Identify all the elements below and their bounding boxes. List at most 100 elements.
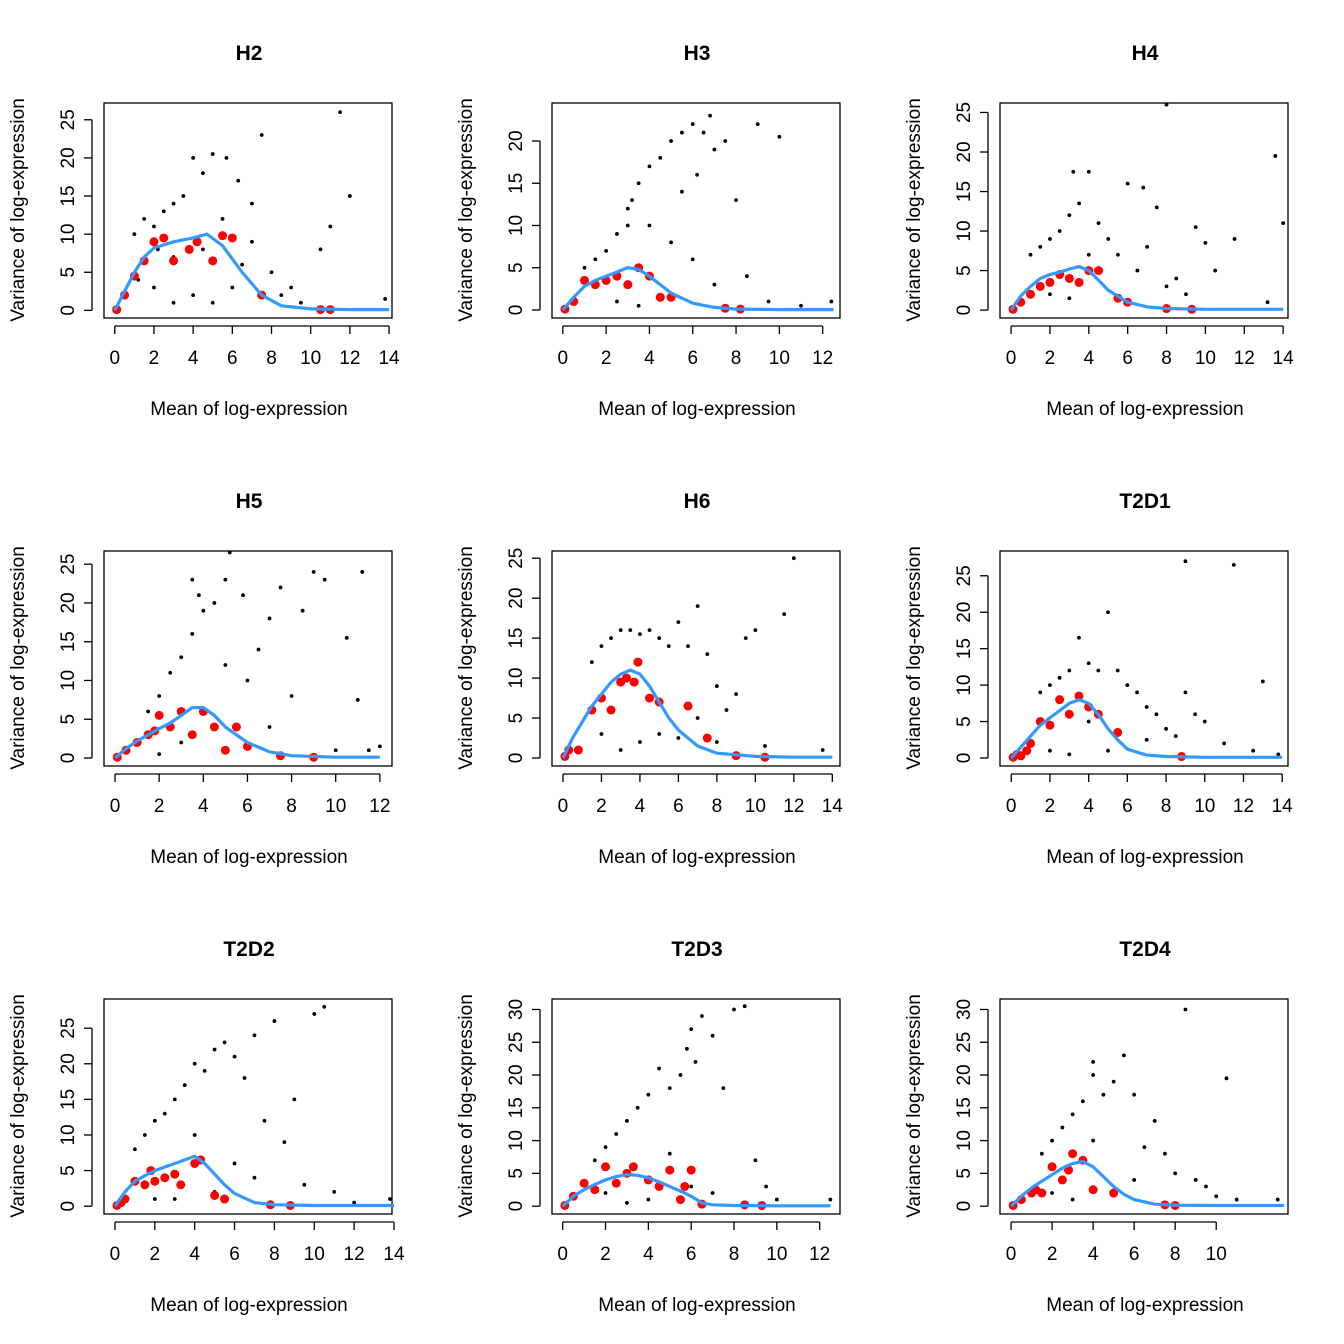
gene-point (1234, 1197, 1239, 1202)
y-tick-label: 20 (954, 141, 975, 162)
gene-point (625, 1119, 629, 1123)
y-tick-label: 0 (58, 753, 79, 764)
gene-point (636, 303, 641, 308)
y-tick-label: 25 (506, 1032, 527, 1053)
gene-point (714, 740, 719, 744)
gene-point (1038, 690, 1043, 695)
spike-in-point (1016, 751, 1026, 761)
spike-in-point (680, 1181, 690, 1191)
gene-point (1057, 229, 1062, 233)
x-tick-label: 0 (558, 796, 569, 817)
gene-point (763, 744, 767, 748)
gene-point (1145, 244, 1150, 249)
spike-in-point (1109, 1188, 1119, 1198)
gene-point (256, 647, 261, 652)
x-tick-label: 8 (729, 1244, 740, 1265)
x-tick-label: 2 (600, 1244, 611, 1265)
y-tick-label: 0 (506, 305, 527, 316)
y-tick-label: 10 (506, 668, 527, 689)
gene-point (712, 147, 717, 152)
gene-point (1142, 1145, 1147, 1150)
gene-point (1091, 1060, 1096, 1064)
spike-in-point (606, 705, 616, 715)
gene-point (322, 577, 327, 582)
gene-point (734, 198, 738, 203)
gene-point (157, 752, 162, 757)
gene-point (1048, 683, 1052, 688)
x-tick-label: 8 (1161, 796, 1172, 817)
gene-point (615, 299, 619, 304)
gene-point (1048, 292, 1052, 297)
gene-point (710, 1191, 715, 1195)
gene-point (132, 232, 137, 237)
gene-point (647, 164, 652, 169)
gene-point (635, 1105, 640, 1110)
gene-point (712, 282, 717, 287)
x-tick-label: 8 (712, 796, 723, 817)
gene-point (676, 736, 681, 740)
gene-point (592, 1158, 597, 1163)
gene-point (1121, 1053, 1126, 1058)
gene-point (1050, 1191, 1055, 1195)
trend-line (113, 705, 380, 760)
panel: T2D1 Mean of log-expression Variance of lo… (904, 490, 1293, 868)
y-tick-label: 10 (58, 670, 79, 691)
spike-in-point (573, 745, 583, 755)
gene-point (152, 285, 156, 290)
gene-point (232, 1161, 237, 1166)
gene-point (701, 130, 706, 135)
gene-point (1281, 221, 1286, 226)
gene-point (227, 550, 232, 555)
gene-point (269, 270, 274, 275)
gene-point (1260, 679, 1265, 684)
x-tick-label: 6 (673, 796, 684, 817)
x-axis-label: Mean of log-expression (150, 847, 348, 868)
x-tick-label: 6 (1122, 796, 1133, 817)
gene-point (689, 1184, 694, 1189)
gene-point (142, 216, 147, 221)
gene-point (734, 692, 739, 696)
gene-point (132, 1147, 137, 1152)
gene-point (721, 1086, 726, 1091)
spike-in-point (208, 256, 218, 266)
y-axis-label: Variance of log-expression (904, 546, 925, 770)
gene-point (742, 1004, 747, 1009)
gene-point (1154, 205, 1159, 210)
gene-point (1224, 1076, 1229, 1081)
y-axis-label: Variance of log-expression (8, 98, 29, 322)
x-tick-label: 0 (110, 1244, 121, 1265)
x-tick-label: 6 (242, 796, 253, 817)
gene-point (723, 139, 728, 143)
y-tick-label: 30 (506, 999, 527, 1020)
gene-point (172, 1197, 177, 1201)
x-tick-label: 14 (1272, 796, 1294, 817)
spike-in-point (210, 1190, 220, 1200)
gene-point (710, 1033, 715, 1038)
gene-point (1115, 668, 1120, 673)
gene-point (146, 709, 151, 714)
gene-point (250, 201, 254, 206)
y-axis-label: Variance of log-expression (456, 546, 477, 770)
spike-in-point (150, 1176, 160, 1186)
gene-point (693, 1060, 698, 1064)
x-tick-label: 10 (1195, 348, 1216, 369)
x-tick-label: 12 (809, 1244, 830, 1265)
spike-in-point (702, 733, 712, 743)
gene-point (1202, 719, 1207, 724)
gene-point (669, 240, 673, 245)
y-tick-label: 0 (58, 1201, 79, 1212)
gene-point (1184, 292, 1188, 297)
plot-frame (999, 102, 1289, 319)
gene-point (1276, 752, 1281, 757)
gene-point (1132, 1178, 1137, 1182)
gene-point (192, 1061, 197, 1066)
gene-point (1213, 268, 1218, 273)
gene-point (1231, 562, 1236, 567)
gene-point (267, 725, 272, 729)
spike-in-point (1026, 289, 1036, 299)
spike-in-point (170, 1169, 180, 1179)
y-tick-label: 20 (954, 1064, 975, 1085)
gene-point (1273, 154, 1278, 158)
spike-in-point (621, 673, 631, 683)
panel-title: T2D3 (671, 938, 722, 961)
